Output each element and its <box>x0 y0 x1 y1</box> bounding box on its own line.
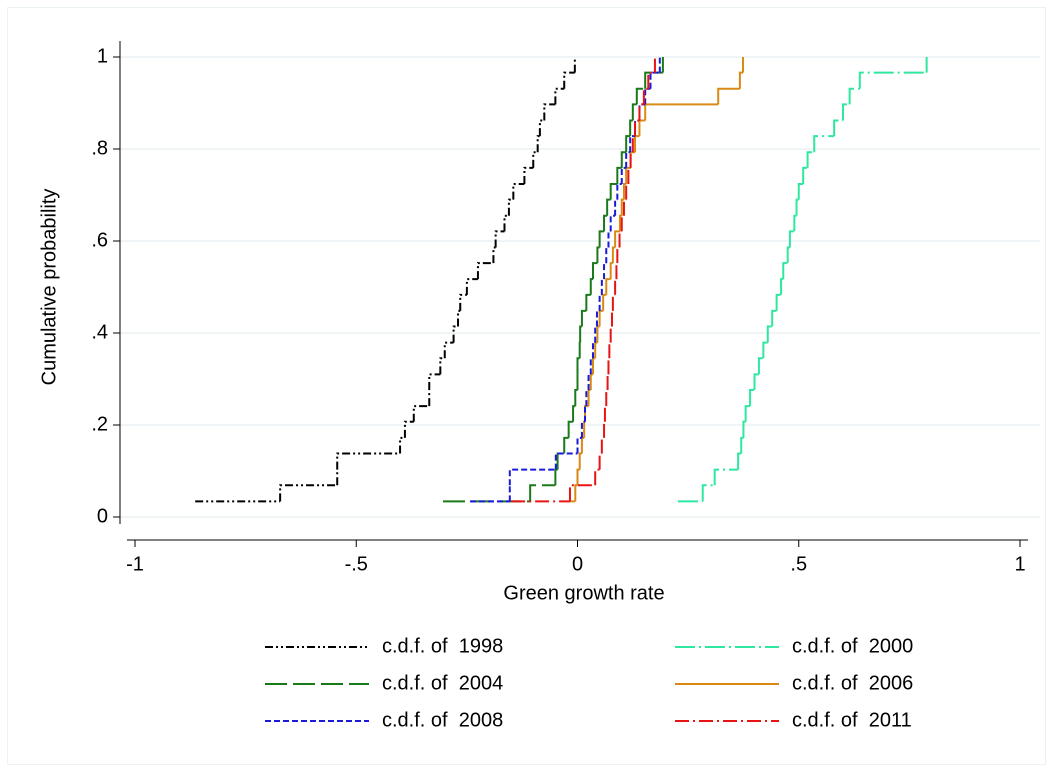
y-tick-label: 1 <box>97 45 108 67</box>
cdf-step <box>608 374 609 390</box>
x-tick-label: 0 <box>572 553 583 575</box>
y-tick-label: .8 <box>91 137 108 159</box>
y-tick-label: 0 <box>97 505 108 527</box>
legend-label: c.d.f. of 1998 <box>382 635 503 657</box>
y-tick-label: .2 <box>91 413 108 435</box>
legend-label: c.d.f. of 2006 <box>792 672 913 694</box>
legend-label: c.d.f. of 2004 <box>382 672 503 694</box>
cdf-step <box>604 422 605 438</box>
y-tick-label: .6 <box>91 229 108 251</box>
y-tick-label: .4 <box>91 321 108 343</box>
x-tick-label: .5 <box>790 553 807 575</box>
legend-label: c.d.f. of 2000 <box>792 635 913 657</box>
y-axis-label: Cumulative probability <box>38 189 60 386</box>
x-tick-label: 1 <box>1014 553 1025 575</box>
cdf-step <box>584 422 585 438</box>
x-axis-label: Green growth rate <box>503 582 664 604</box>
x-tick-label: -1 <box>126 553 144 575</box>
legend-label: c.d.f. of 2011 <box>792 709 912 731</box>
cdf-step <box>616 263 617 279</box>
x-tick-label: -.5 <box>345 553 368 575</box>
cdf-step <box>608 358 609 374</box>
cdf-step <box>612 311 613 327</box>
legend-label: c.d.f. of 2008 <box>382 709 503 731</box>
